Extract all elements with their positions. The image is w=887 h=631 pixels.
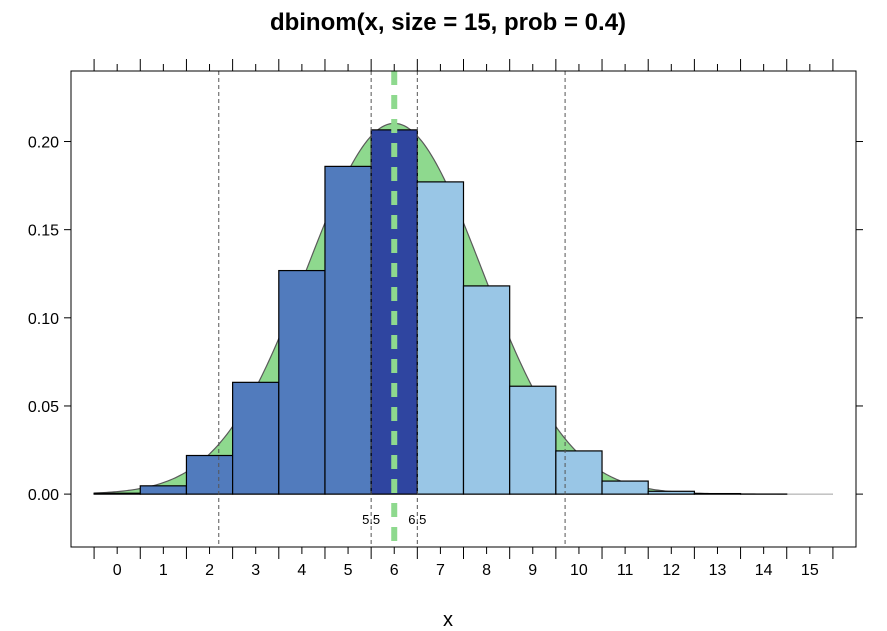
x-tick-label-13: 13: [709, 562, 727, 579]
x-tick-label-4: 4: [297, 562, 306, 579]
bar-4: [278, 269, 326, 495]
annotation-6.5: 6.5: [408, 512, 426, 527]
x-tick-label-3: 3: [251, 562, 260, 579]
x-tick-label-11: 11: [617, 562, 634, 579]
x-tick-label-7: 7: [436, 562, 445, 579]
bar-0: [93, 492, 141, 495]
chart-title: dbinom(x, size = 15, prob = 0.4): [270, 9, 626, 36]
bar-2: [185, 454, 234, 495]
bar-11: [601, 480, 649, 495]
bar-13: [693, 492, 742, 495]
x-tick-label-10: 10: [570, 562, 588, 579]
y-tick-label-0.05: 0.05: [28, 399, 59, 416]
x-tick-label-8: 8: [482, 562, 491, 579]
y-tick-label-0.20: 0.20: [28, 135, 59, 152]
axes-layer: 0.000.050.100.150.200 1 2 3 4 5 6 7 8 9 10 11 12 13 14…: [28, 59, 863, 579]
bar-7: [416, 181, 465, 495]
annotations-layer: 5.5 6.5: [362, 512, 426, 527]
x-tick-label-15: 15: [801, 562, 819, 579]
x-tick-label-0: 0: [113, 562, 122, 579]
x-tick-label-9: 9: [528, 562, 537, 579]
y-tick-label-0.10: 0.10: [28, 311, 59, 328]
x-tick-label-5: 5: [344, 562, 353, 579]
x-tick-label-14: 14: [755, 562, 773, 579]
y-tick-label-0.00: 0.00: [28, 487, 59, 504]
y-tick-label-0.15: 0.15: [28, 223, 59, 240]
x-tick-label-6: 6: [390, 562, 399, 579]
annotation-5.5: 5.5: [362, 512, 380, 527]
x-axis-title: x: [443, 609, 453, 631]
bars-layer: [93, 129, 788, 495]
bar-10: [555, 450, 603, 495]
bar-9: [509, 385, 557, 495]
x-tick-label-2: 2: [205, 562, 214, 579]
bar-5: [324, 165, 372, 495]
bar-12: [647, 490, 695, 495]
bar-8: [462, 285, 511, 495]
x-tick-label-1: 1: [159, 562, 168, 579]
reference-lines-layer: [218, 71, 566, 547]
x-tick-label-12: 12: [662, 562, 680, 579]
bar-1: [139, 485, 188, 495]
bar-3: [232, 381, 280, 495]
